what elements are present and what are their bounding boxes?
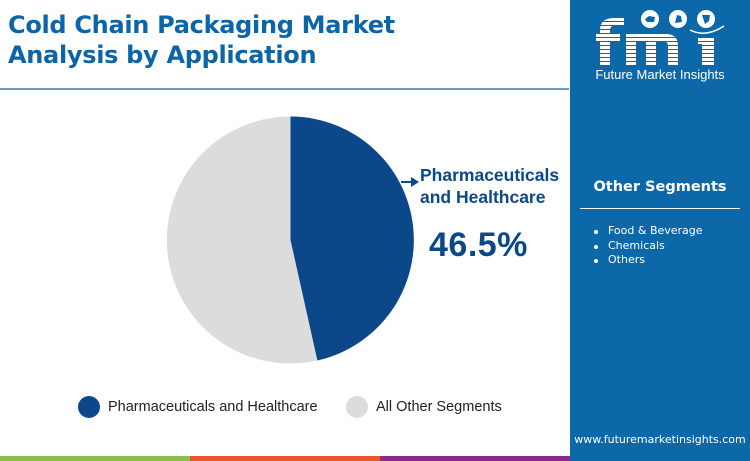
callout-arrow-icon <box>401 177 419 187</box>
legend-label: Pharmaceuticals and Healthcare <box>108 399 318 415</box>
callout-value: 46.5% <box>429 226 528 264</box>
website-link[interactable]: www.futuremarketinsights.com <box>574 433 746 446</box>
segment-item: Food & Beverage <box>592 224 703 239</box>
legend-dot-icon <box>346 396 368 418</box>
callout-label: Pharmaceuticals and Healthcare <box>420 164 559 208</box>
footer-strip-green <box>0 456 190 461</box>
other-segments-divider <box>580 208 740 209</box>
pie-slice-all-other-segments <box>166 116 318 364</box>
legend-item-all-other-segments: All Other Segments <box>346 396 502 418</box>
other-segments-list: Food & Beverage Chemicals Others <box>592 224 703 268</box>
title-line-1: Cold Chain Packaging Market <box>8 11 395 39</box>
legend-item-pharmaceuticals: Pharmaceuticals and Healthcare <box>78 396 318 418</box>
other-segments-title: Other Segments <box>593 179 727 195</box>
page-title: Cold Chain Packaging Market Analysis by … <box>8 10 395 70</box>
title-line-2: Analysis by Application <box>8 41 317 69</box>
pie-slice-pharmaceuticals <box>290 116 414 361</box>
brand-name: Future Market Insights <box>595 67 725 82</box>
pie-chart <box>166 116 419 364</box>
fmi-logo <box>596 10 725 66</box>
segment-item: Others <box>592 253 703 268</box>
brand-panel: Future Market Insights Other Segments Fo… <box>570 0 750 461</box>
footer-strip-purple <box>380 456 570 461</box>
footer-strip-orange <box>190 456 380 461</box>
legend-dot-icon <box>78 396 100 418</box>
callout-label-line-1: Pharmaceuticals <box>420 165 560 185</box>
legend-label: All Other Segments <box>376 399 502 415</box>
callout-label-line-2: and Healthcare <box>420 187 546 207</box>
segment-item: Chemicals <box>592 239 703 254</box>
title-divider <box>0 88 569 90</box>
